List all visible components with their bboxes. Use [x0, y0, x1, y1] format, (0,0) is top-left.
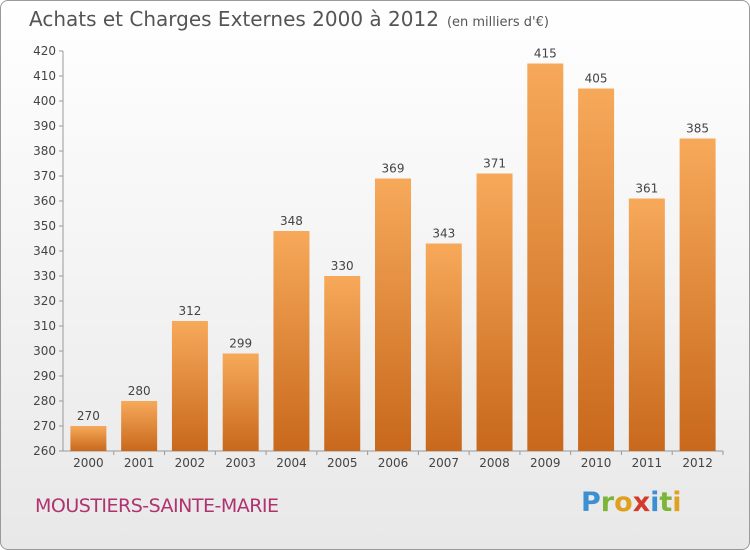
x-tick-label-2007: 2007	[428, 456, 459, 470]
brand-letter: o	[614, 487, 633, 518]
data-label-2009: 415	[534, 47, 557, 61]
x-tick-label-2004: 2004	[276, 456, 307, 470]
brand-letter: r	[600, 487, 615, 518]
data-label-2003: 299	[229, 337, 252, 351]
y-tick-label: 370	[33, 169, 56, 183]
y-tick-label: 310	[33, 319, 56, 333]
brand-letter: t	[659, 487, 673, 518]
bar-2008	[476, 173, 513, 451]
x-tick-label-2012: 2012	[682, 456, 713, 470]
data-label-2001: 280	[128, 384, 151, 398]
data-label-2005: 330	[331, 259, 354, 273]
data-label-2002: 312	[178, 304, 201, 318]
y-tick-label: 360	[33, 194, 56, 208]
bars	[70, 63, 716, 451]
brand-letter: P	[581, 487, 601, 518]
axes: 260 270 280 290 300 310 320 330 340 350 360 370 380 3…	[33, 44, 724, 458]
brand-logo: Proxiti	[581, 487, 682, 518]
y-tick-label: 350	[33, 219, 56, 233]
x-tick-label-2000: 2000	[73, 456, 104, 470]
bar-2011	[628, 198, 665, 451]
y-tick-label: 410	[33, 69, 56, 83]
data-label-2007: 343	[432, 227, 455, 241]
bar-2004	[273, 231, 310, 451]
data-label-2012: 385	[686, 122, 709, 136]
x-tick-label-2009: 2009	[530, 456, 561, 470]
y-tick-label: 260	[33, 444, 56, 458]
x-tick-label-2003: 2003	[225, 456, 256, 470]
y-tick-label: 330	[33, 269, 56, 283]
bar-2005	[324, 276, 361, 451]
data-label-2000: 270	[77, 409, 100, 423]
x-tick-label-2008: 2008	[479, 456, 510, 470]
y-tick-label: 300	[33, 344, 56, 358]
y-tick-label: 400	[33, 94, 56, 108]
x-tick-label-2011: 2011	[632, 456, 663, 470]
x-tick-label-2002: 2002	[175, 456, 206, 470]
brand-letter: i	[650, 487, 660, 518]
data-label-2006: 369	[382, 162, 405, 176]
labels: 270 2000 280 2001 312 2002 299 2003 348 2004 330 20…	[73, 47, 713, 471]
bar-2009	[527, 63, 564, 451]
bar-2012	[679, 138, 716, 451]
y-tick-label: 290	[33, 369, 56, 383]
y-tick-label: 390	[33, 119, 56, 133]
x-tick-label-2010: 2010	[581, 456, 612, 470]
chart-title: Achats et Charges Externes 2000 à 2012 (e…	[29, 7, 549, 31]
commune-name: MOUSTIERS-SAINTE-MARIE	[35, 495, 279, 517]
x-tick-label-2005: 2005	[327, 456, 358, 470]
brand-letter: i	[672, 487, 682, 518]
chart-title-text: Achats et Charges Externes 2000 à 2012	[29, 7, 439, 31]
data-label-2004: 348	[280, 214, 303, 228]
y-tick-label: 420	[33, 44, 56, 58]
x-tick-label-2001: 2001	[124, 456, 155, 470]
y-tick-label: 320	[33, 294, 56, 308]
data-label-2011: 361	[635, 182, 658, 196]
y-tick-label: 280	[33, 394, 56, 408]
bar-2007	[425, 243, 462, 451]
data-label-2010: 405	[585, 72, 608, 86]
y-tick-label: 380	[33, 144, 56, 158]
brand-letter: x	[632, 487, 651, 518]
data-label-2008: 371	[483, 157, 506, 171]
bar-2001	[121, 401, 158, 451]
bar-2000	[70, 426, 107, 451]
chart-subtitle: (en milliers d'€)	[446, 15, 549, 30]
x-tick-label-2006: 2006	[378, 456, 409, 470]
bar-2003	[222, 353, 259, 451]
bar-2006	[375, 178, 411, 451]
bar-2002	[171, 321, 208, 451]
y-tick-label: 340	[33, 244, 56, 258]
y-tick-label: 270	[33, 419, 56, 433]
bar-2010	[578, 88, 615, 451]
